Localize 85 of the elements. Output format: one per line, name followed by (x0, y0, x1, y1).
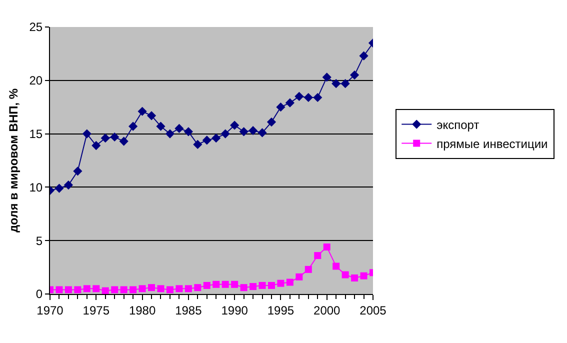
point (64, 286, 72, 294)
point (220, 129, 230, 138)
point (323, 244, 330, 251)
point (240, 284, 248, 292)
point (277, 280, 284, 287)
x-tick-label: 1990 (221, 303, 248, 318)
point (92, 285, 100, 292)
point (194, 284, 202, 292)
point (110, 132, 120, 142)
point (304, 92, 313, 102)
point (248, 126, 258, 136)
point (176, 285, 183, 292)
point (92, 141, 101, 150)
point (74, 286, 82, 294)
point (73, 166, 82, 176)
point (138, 106, 147, 116)
point (350, 70, 360, 80)
point (100, 134, 110, 143)
point (212, 134, 221, 143)
point (148, 284, 156, 292)
point (239, 127, 248, 136)
point (157, 285, 164, 292)
point (165, 129, 175, 138)
point (322, 72, 332, 82)
point (146, 111, 156, 120)
y-axis-title: доля в мировом ВНП, % (6, 88, 21, 233)
point (351, 274, 358, 282)
point (294, 92, 304, 101)
point (285, 98, 294, 108)
point (332, 79, 341, 88)
point (82, 129, 92, 138)
point (296, 273, 303, 280)
point (212, 280, 220, 288)
y-tick-label: 25 (29, 20, 43, 34)
point (128, 122, 138, 131)
point (314, 252, 322, 260)
point (203, 282, 210, 289)
point (304, 266, 312, 273)
x-tick-label: 1970 (36, 303, 64, 318)
legend-label: прямые инвестиции (436, 136, 548, 151)
point (340, 79, 350, 88)
point (54, 184, 64, 193)
point (102, 287, 109, 294)
point (184, 127, 193, 136)
legend-label: экспорт (436, 118, 480, 132)
x-tick-label: 1975 (82, 303, 110, 318)
point (268, 282, 275, 289)
point (202, 136, 212, 145)
point (120, 286, 128, 294)
x-tick-label: 2005 (360, 303, 387, 318)
y-tick-label: 5 (36, 234, 43, 248)
point (250, 283, 257, 290)
x-tick-label: 1995 (267, 303, 294, 318)
point (166, 286, 174, 294)
point (313, 92, 322, 102)
point (276, 102, 286, 112)
x-tick-label: 2000 (314, 303, 341, 318)
point (156, 122, 166, 131)
point (258, 128, 267, 138)
point (193, 140, 202, 150)
point (111, 286, 118, 294)
point (56, 286, 63, 294)
point (258, 282, 266, 289)
point (332, 262, 340, 270)
y-tick-label: 15 (29, 127, 43, 141)
point (286, 278, 294, 286)
point (119, 136, 128, 146)
point (83, 285, 90, 292)
y-tick-label: 10 (29, 180, 43, 194)
point (230, 120, 240, 130)
point (231, 280, 238, 288)
point (266, 118, 276, 127)
point (174, 124, 184, 134)
point (184, 285, 192, 292)
point (130, 286, 137, 294)
x-tick-label: 1980 (128, 303, 156, 318)
y-tick-label: 0 (36, 287, 43, 302)
y-tick-label: 20 (29, 74, 43, 88)
x-tick-label: 1985 (175, 303, 202, 318)
point (359, 51, 368, 60)
point (64, 180, 74, 190)
point (222, 280, 229, 288)
point (360, 272, 368, 280)
point (342, 271, 349, 278)
point (138, 285, 146, 292)
